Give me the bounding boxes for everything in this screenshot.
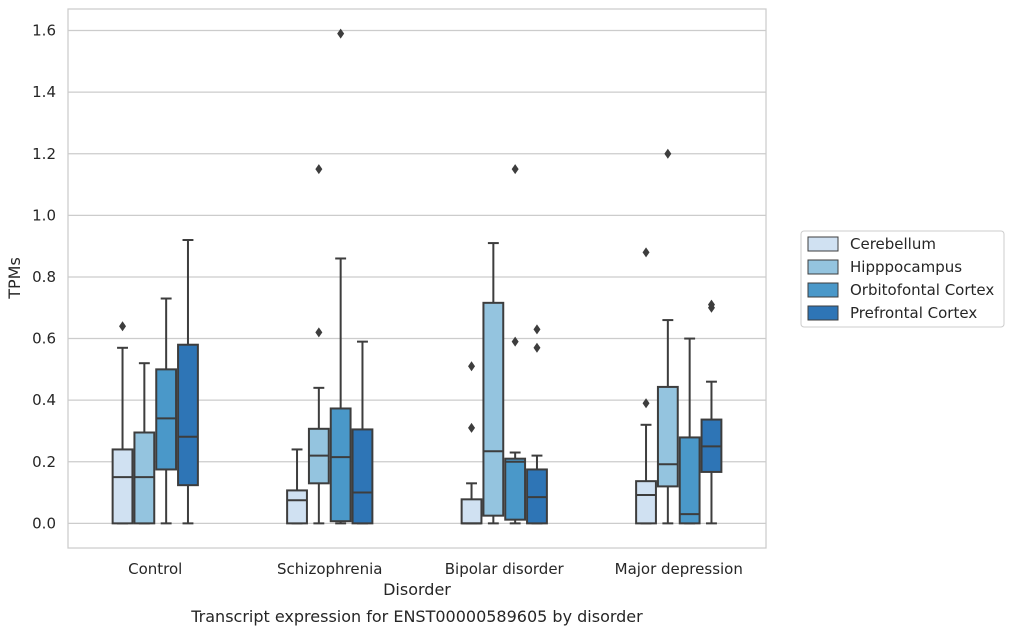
x-tick-label: Major depression	[615, 560, 743, 578]
y-tick-label: 0.4	[32, 391, 56, 409]
x-tick-label: Schizophrenia	[277, 560, 382, 578]
box-group	[700, 299, 723, 525]
box-group	[286, 448, 308, 525]
box-group	[351, 340, 374, 525]
legend-label: Hipppocampus	[850, 258, 962, 276]
outlier-point	[468, 422, 476, 433]
outlier-point	[315, 327, 323, 338]
outlier-point	[315, 164, 323, 175]
y-tick-label: 0.8	[32, 268, 56, 286]
legend-label: Prefrontal Cortex	[850, 304, 977, 322]
box-iqr	[460, 498, 483, 525]
outlier-point	[642, 398, 650, 409]
outlier-point	[664, 148, 672, 159]
legend-frame	[800, 230, 1005, 328]
box-group	[482, 242, 505, 525]
box-group	[678, 337, 701, 525]
outlier-point	[642, 247, 650, 258]
box-group	[526, 324, 548, 525]
legend-swatch	[807, 305, 839, 321]
legend-swatch	[807, 282, 839, 298]
y-tick-label: 1.6	[32, 22, 56, 40]
legend: Cerebellum Hipppocampus Orbitofontal Corte…	[800, 230, 1005, 328]
box-group	[155, 297, 178, 525]
y-axis-title: TPMs	[5, 257, 24, 300]
legend-swatch	[807, 236, 839, 252]
box-iqr	[329, 407, 352, 523]
y-tick-label: 1.2	[32, 145, 56, 163]
outlier-point	[533, 324, 541, 335]
box-iqr	[635, 480, 657, 525]
legend-swatch	[807, 259, 839, 275]
box-iqr	[678, 436, 701, 525]
y-tick-label: 0.2	[32, 453, 56, 471]
box-iqr	[482, 301, 505, 517]
x-tick-label: Control	[128, 560, 182, 578]
box-group	[133, 362, 156, 525]
legend-label: Cerebellum	[850, 235, 936, 253]
box-group	[460, 361, 483, 525]
box-iqr	[504, 457, 527, 521]
y-tick-label: 0.6	[32, 330, 56, 348]
plot-frame	[67, 8, 767, 549]
y-tick-label: 1.4	[32, 83, 56, 101]
legend-items: Cerebellum Hipppocampus Orbitofontal Corte…	[807, 235, 994, 322]
box-group	[635, 247, 657, 525]
box-iqr	[155, 368, 178, 471]
y-tick-label: 0.0	[32, 514, 56, 532]
figure-caption: Transcript expression for ENST0000058960…	[190, 607, 643, 626]
outlier-point	[511, 164, 519, 175]
box-group	[307, 164, 330, 525]
outlier-point	[468, 361, 476, 372]
box-group	[177, 239, 199, 525]
box-iqr	[286, 489, 308, 525]
outlier-point	[533, 342, 541, 353]
x-axis-title: Disorder	[383, 580, 451, 599]
y-tick-labels: 0.0 0.2 0.4 0.6 0.8 1.0 1.2 1.4 1.6	[32, 22, 56, 533]
outlier-point	[337, 28, 345, 39]
outlier-point	[707, 299, 715, 310]
box-iqr	[111, 448, 134, 525]
box-layer	[111, 28, 723, 525]
legend-label: Orbitofontal Cortex	[850, 281, 994, 299]
x-tick-label: Bipolar disorder	[445, 560, 565, 578]
box-group	[656, 148, 679, 525]
outlier-point	[119, 321, 127, 332]
outlier-point	[511, 336, 519, 347]
box-iqr	[351, 428, 374, 525]
y-tick-label: 1.0	[32, 206, 56, 224]
x-tick-labels: Control Schizophrenia Bipolar disorder Majo…	[128, 560, 743, 578]
box-group	[504, 164, 527, 525]
box-group	[329, 28, 352, 525]
box-iqr	[656, 385, 679, 488]
box-group	[111, 321, 134, 525]
box-iqr	[177, 343, 199, 487]
